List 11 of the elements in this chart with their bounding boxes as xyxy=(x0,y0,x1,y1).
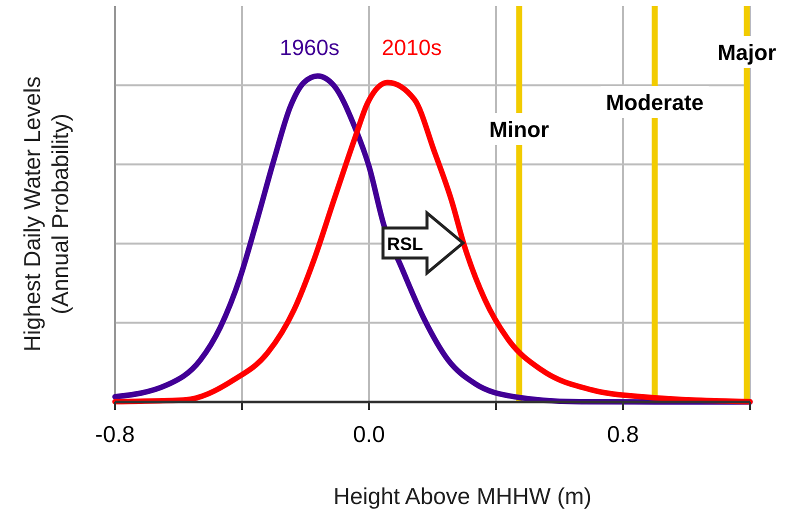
annotation: RSL xyxy=(387,234,424,254)
series-label: 1960s xyxy=(280,35,340,60)
x-axis-title: Height Above MHHW (m) xyxy=(333,483,592,509)
x-tick-label: 0.0 xyxy=(353,421,385,447)
y-axis-title: Highest Daily Water Levels (Annual Probability) xyxy=(19,76,73,352)
ref-line-label: Minor xyxy=(489,117,550,142)
ref-line-label: Moderate xyxy=(606,90,704,115)
series-label: 2010s xyxy=(382,35,442,60)
x-tick-label: -0.8 xyxy=(95,421,135,447)
ref-line-label: Major xyxy=(717,40,777,65)
x-tick-label: 0.8 xyxy=(607,421,639,447)
